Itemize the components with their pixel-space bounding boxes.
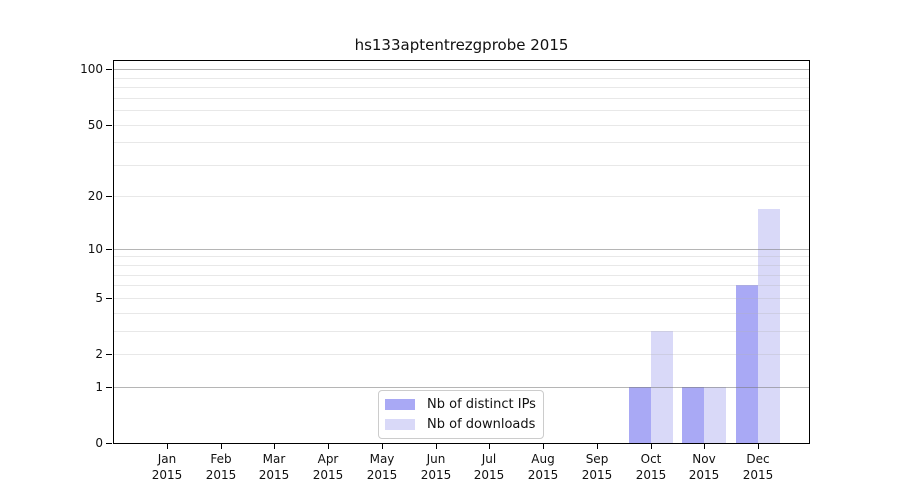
x-tick-mark (489, 444, 490, 449)
bar-dec-downloads (758, 209, 780, 443)
x-tick-label-oct: Oct 2015 (635, 452, 667, 482)
minor-gridline (114, 110, 809, 112)
bar-oct-downloads (651, 331, 673, 443)
minor-gridline (114, 297, 809, 299)
bar-nov-distinct-ips (682, 387, 704, 443)
minor-gridline (114, 97, 809, 99)
minor-gridline (114, 312, 809, 314)
legend-row-distinct-ips: Nb of distinct IPs (385, 394, 537, 415)
y-tick-label: 1 (95, 380, 103, 394)
minor-gridline (114, 142, 809, 144)
y-tick-label: 10 (87, 242, 103, 256)
legend-row-downloads: Nb of downloads (385, 415, 537, 436)
y-tick-label: 2 (95, 347, 103, 361)
major-gridline (114, 248, 809, 250)
minor-gridline (114, 265, 809, 267)
chart-title: hs133aptentrezgprobe 2015 (354, 36, 569, 54)
x-tick-mark (274, 444, 275, 449)
major-gridline (114, 69, 809, 71)
downloads-swatch-icon (385, 419, 415, 431)
bar-dec-distinct-ips (736, 285, 758, 443)
minor-gridline (114, 354, 809, 355)
x-tick-label-nov: Nov 2015 (688, 452, 720, 482)
y-tick-mark (106, 443, 112, 444)
legend: Nb of distinct IPs Nb of downloads (378, 390, 544, 439)
x-tick-mark (167, 444, 168, 449)
x-tick-mark (221, 444, 222, 449)
x-tick-mark (597, 444, 598, 449)
x-tick-label-jan: Jan 2015 (151, 452, 183, 482)
y-tick-mark (106, 249, 112, 250)
y-tick-label: 50 (87, 118, 103, 132)
x-tick-label-may: May 2015 (366, 452, 398, 482)
x-tick-mark (382, 444, 383, 449)
x-tick-label-apr: Apr 2015 (312, 452, 344, 482)
x-tick-label-feb: Feb 2015 (205, 452, 237, 482)
legend-label-downloads: Nb of downloads (427, 417, 536, 433)
minor-gridline (114, 124, 809, 126)
x-tick-label-dec: Dec 2015 (742, 452, 774, 482)
y-tick-mark (106, 125, 112, 126)
minor-gridline (114, 164, 809, 166)
y-tick-mark (106, 196, 112, 197)
legend-label-distinct-ips: Nb of distinct IPs (427, 396, 536, 412)
minor-gridline (114, 77, 809, 79)
plot-area (113, 60, 810, 444)
x-tick-mark (543, 444, 544, 449)
y-tick-mark (106, 354, 112, 355)
x-tick-label-mar: Mar 2015 (258, 452, 290, 482)
x-tick-mark (328, 444, 329, 449)
y-tick-mark (106, 69, 112, 70)
minor-gridline (114, 274, 809, 276)
minor-gridline (114, 330, 809, 332)
y-tick-mark (106, 387, 112, 388)
bar-oct-distinct-ips (629, 387, 651, 443)
minor-gridline (114, 196, 809, 198)
y-tick-label: 0 (95, 436, 103, 450)
minor-gridline (114, 87, 809, 89)
x-tick-mark (436, 444, 437, 449)
y-tick-label: 20 (87, 189, 103, 203)
minor-gridline (114, 256, 809, 258)
x-tick-label-sep: Sep 2015 (581, 452, 613, 482)
y-tick-label: 100 (80, 62, 103, 76)
x-tick-mark (758, 444, 759, 449)
bar-nov-downloads (704, 387, 726, 443)
minor-gridline (114, 285, 809, 287)
x-tick-mark (704, 444, 705, 449)
x-tick-label-jun: Jun 2015 (420, 452, 452, 482)
y-tick-label: 5 (95, 291, 103, 305)
x-tick-label-aug: Aug 2015 (527, 452, 559, 482)
y-tick-mark (106, 298, 112, 299)
x-tick-mark (651, 444, 652, 449)
x-tick-label-jul: Jul 2015 (473, 452, 505, 482)
distinct-ips-swatch-icon (385, 398, 415, 410)
